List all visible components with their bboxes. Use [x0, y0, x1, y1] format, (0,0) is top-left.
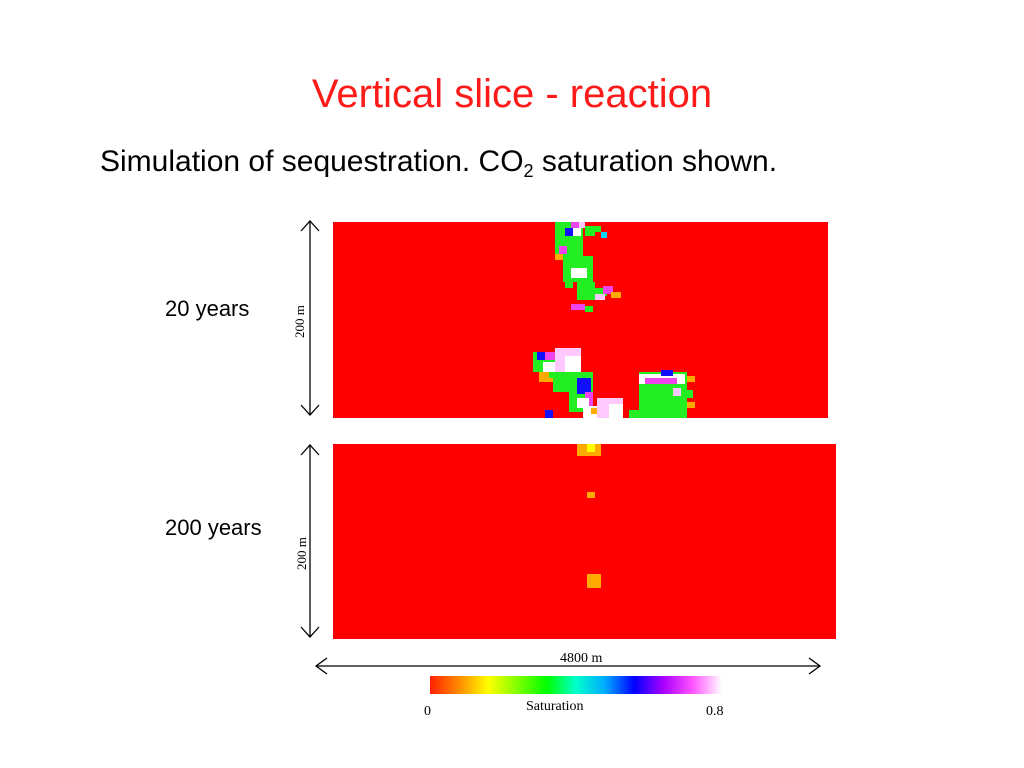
saturation-cell — [565, 356, 581, 372]
subtitle-prefix: Simulation of sequestration. CO — [100, 145, 524, 178]
saturation-cell — [565, 228, 573, 236]
saturation-cell — [645, 378, 677, 384]
saturation-cell — [571, 268, 587, 278]
slide-subtitle: Simulation of sequestration. CO2 saturat… — [100, 145, 777, 182]
panel1-height-arrow — [300, 220, 320, 416]
saturation-cell — [595, 574, 601, 580]
saturation-cell — [601, 232, 607, 238]
saturation-cell — [537, 352, 545, 360]
saturation-cell — [673, 388, 681, 396]
saturation-cell — [687, 402, 695, 408]
colorbar-min-label: 0 — [424, 704, 431, 719]
panel-label-20-years: 20 years — [165, 296, 250, 321]
saturation-cell — [629, 410, 641, 418]
saturation-cell — [585, 226, 595, 236]
saturation-cell — [587, 492, 595, 498]
saturation-cell — [571, 304, 585, 310]
saturation-cell — [609, 404, 623, 418]
saturation-cell — [591, 408, 597, 414]
subtitle-suffix: saturation shown. — [533, 145, 778, 178]
saturation-slice-200-years — [333, 444, 836, 639]
saturation-cell — [559, 246, 567, 254]
saturation-slice-20-years — [333, 222, 828, 418]
saturation-cell — [661, 370, 673, 376]
saturation-cell — [585, 392, 593, 406]
saturation-cell — [573, 228, 581, 236]
saturation-cell — [595, 294, 605, 300]
saturation-cell — [543, 362, 555, 372]
saturation-cell — [539, 372, 553, 382]
saturation-cell — [687, 376, 695, 382]
saturation-cell — [577, 398, 589, 408]
saturation-cell — [553, 372, 573, 392]
colorbar-max-label: 0.8 — [706, 704, 724, 719]
saturation-colorbar — [430, 676, 722, 694]
saturation-cell — [603, 286, 613, 294]
width-label: 4800 m — [560, 651, 603, 666]
saturation-cell — [565, 280, 573, 288]
saturation-cell — [579, 222, 585, 228]
saturation-cell — [545, 352, 555, 360]
saturation-cell — [587, 444, 595, 452]
subtitle-subscript: 2 — [523, 161, 534, 181]
saturation-cell — [589, 288, 607, 296]
panel2-height-arrow — [300, 444, 320, 638]
saturation-cell — [571, 222, 581, 228]
width-arrow — [314, 657, 822, 675]
saturation-cell — [611, 292, 621, 298]
colorbar-title: Saturation — [526, 699, 584, 714]
saturation-cell — [555, 254, 563, 260]
saturation-cell — [595, 226, 601, 232]
saturation-cell — [577, 378, 591, 394]
slide-title: Vertical slice - reaction — [311, 72, 713, 116]
panel-label-200-years: 200 years — [165, 515, 262, 540]
saturation-cell — [585, 306, 593, 312]
saturation-cell — [545, 410, 553, 418]
saturation-cell — [687, 390, 693, 398]
